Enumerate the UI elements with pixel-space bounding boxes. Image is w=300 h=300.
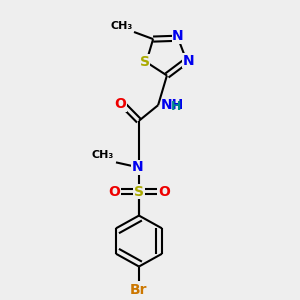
Text: Br: Br	[130, 283, 148, 297]
Text: S: S	[134, 184, 144, 199]
Text: H: H	[171, 100, 182, 113]
Text: N: N	[172, 29, 184, 43]
Text: CH₃: CH₃	[110, 21, 133, 31]
Text: O: O	[115, 98, 126, 111]
Text: O: O	[108, 184, 120, 199]
Text: O: O	[158, 184, 170, 199]
Text: N: N	[132, 160, 143, 175]
Text: CH₃: CH₃	[92, 150, 114, 160]
Text: N: N	[183, 54, 195, 68]
Text: S: S	[140, 55, 150, 69]
Text: NH: NH	[161, 98, 184, 112]
